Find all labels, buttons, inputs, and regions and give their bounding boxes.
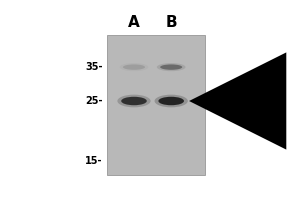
Ellipse shape: [121, 97, 147, 105]
Text: A: A: [128, 15, 140, 30]
Text: 35-: 35-: [85, 62, 103, 72]
Ellipse shape: [157, 63, 185, 71]
Bar: [107, 35, 205, 175]
Text: B: B: [165, 15, 177, 30]
Ellipse shape: [120, 63, 148, 71]
Text: AIG1: AIG1: [208, 94, 245, 108]
Text: 15-: 15-: [85, 156, 103, 166]
Ellipse shape: [158, 97, 184, 105]
Text: 25-: 25-: [85, 96, 103, 106]
Ellipse shape: [160, 64, 182, 70]
Ellipse shape: [154, 95, 188, 107]
Ellipse shape: [123, 64, 145, 70]
Ellipse shape: [117, 95, 151, 107]
